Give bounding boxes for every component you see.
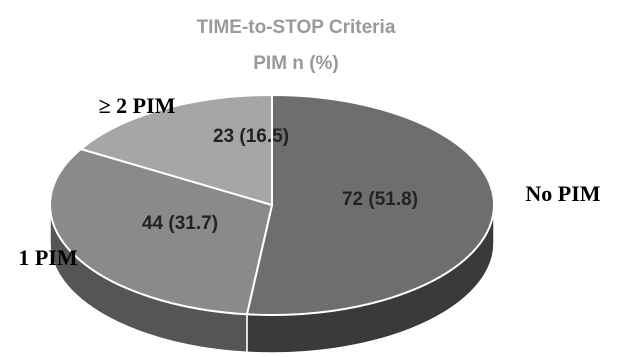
pie-slices (49, 93, 495, 316)
pie-slice-0 (245, 93, 495, 316)
pie-slice-2 (78, 93, 273, 207)
slice-value-label: 72 (51.8) (342, 189, 418, 210)
chart-title: TIME-to-STOP Criteria (197, 17, 396, 38)
pie-slice-1 (49, 147, 274, 316)
slice-category-label: ≥ 2 PIM (99, 93, 176, 118)
slice-category-label: No PIM (525, 181, 600, 206)
slice-category-label: 1 PIM (18, 245, 78, 270)
pie-labels: 72 (51.8) No PIM 44 (31.7) 1 PIM 23 (16.5) ≥ … (18, 93, 600, 270)
chart-subtitle: PIM n (%) (253, 53, 339, 74)
slice-value-label: 44 (31.7) (142, 213, 218, 234)
slice-value-label: 23 (16.5) (213, 126, 289, 147)
